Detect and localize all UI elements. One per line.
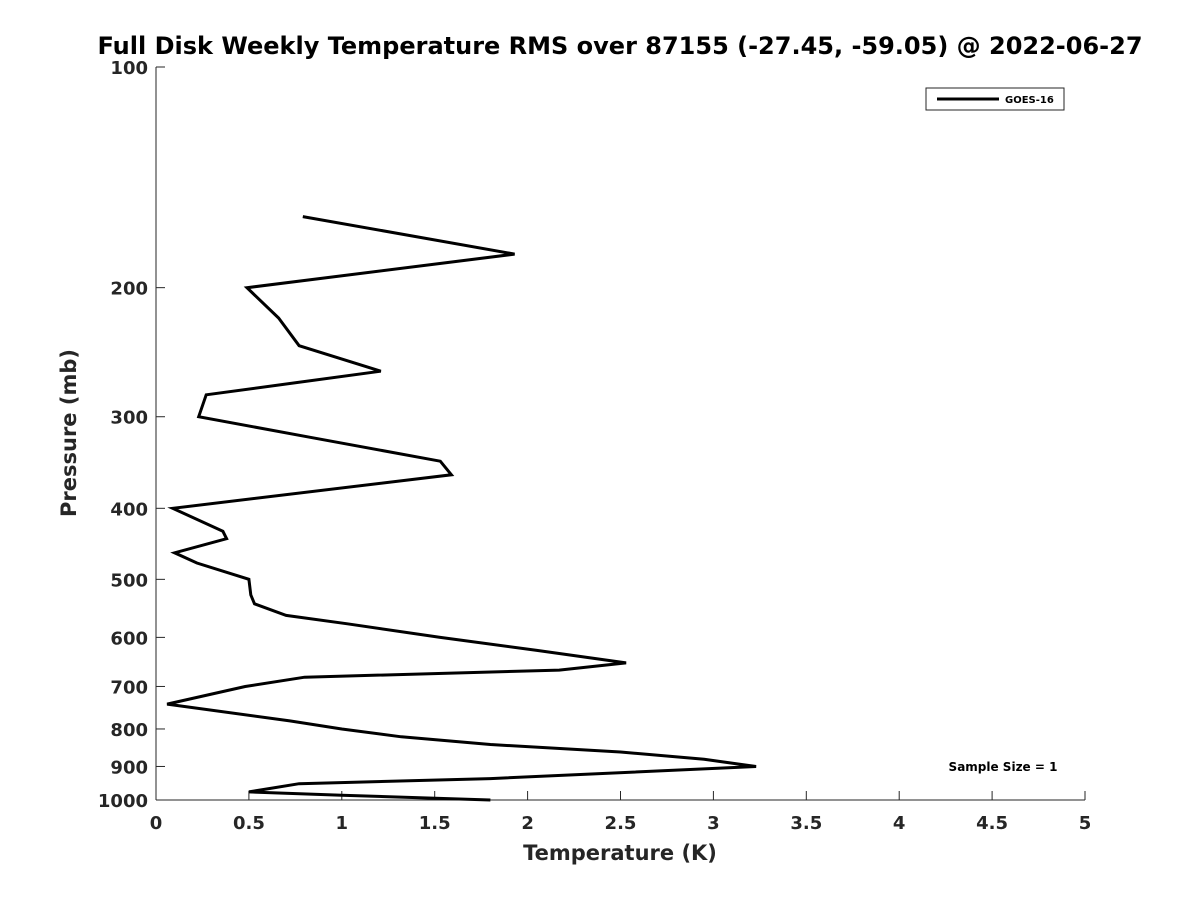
y-ticks: 100 200 300 400 500 600 700 800 900 1000: [98, 58, 165, 812]
y-tick-label: 900: [110, 757, 148, 778]
x-tick-label: 4.5: [976, 813, 1008, 834]
x-ticks: 0 0.5 1 1.5 2 2.5 3 3.5 4 4.5 5: [150, 791, 1092, 834]
y-tick-label: 1000: [98, 791, 148, 812]
y-tick-label: 700: [110, 677, 148, 698]
y-tick-label: 600: [110, 628, 148, 649]
series-line-goes-16: [166, 215, 757, 802]
y-tick-label: 100: [110, 58, 148, 79]
y-tick-label: 800: [110, 720, 148, 741]
chart-title: Full Disk Weekly Temperature RMS over 87…: [97, 32, 1142, 60]
y-tick-label: 200: [110, 279, 148, 300]
y-tick-label: 400: [110, 499, 148, 520]
x-tick-label: 3.5: [790, 813, 822, 834]
legend: GOES-16: [925, 87, 1065, 111]
x-tick-label: 5: [1079, 813, 1092, 834]
x-tick-label: 0.5: [233, 813, 265, 834]
x-tick-label: 0: [150, 813, 163, 834]
y-tick-label: 300: [110, 408, 148, 429]
x-tick-label: 1.5: [419, 813, 451, 834]
x-tick-label: 2: [521, 813, 534, 834]
x-axis-label: Temperature (K): [523, 841, 717, 865]
y-axis-label: Pressure (mb): [57, 349, 81, 517]
x-tick-label: 1: [336, 813, 349, 834]
series-layer: [166, 215, 757, 802]
y-tick-label: 500: [110, 570, 148, 591]
legend-label-goes-16: GOES-16: [1005, 95, 1054, 106]
x-tick-label: 4: [893, 813, 906, 834]
sample-size-annotation: Sample Size = 1: [949, 760, 1058, 774]
x-tick-label: 3: [707, 813, 720, 834]
x-tick-label: 2.5: [605, 813, 637, 834]
